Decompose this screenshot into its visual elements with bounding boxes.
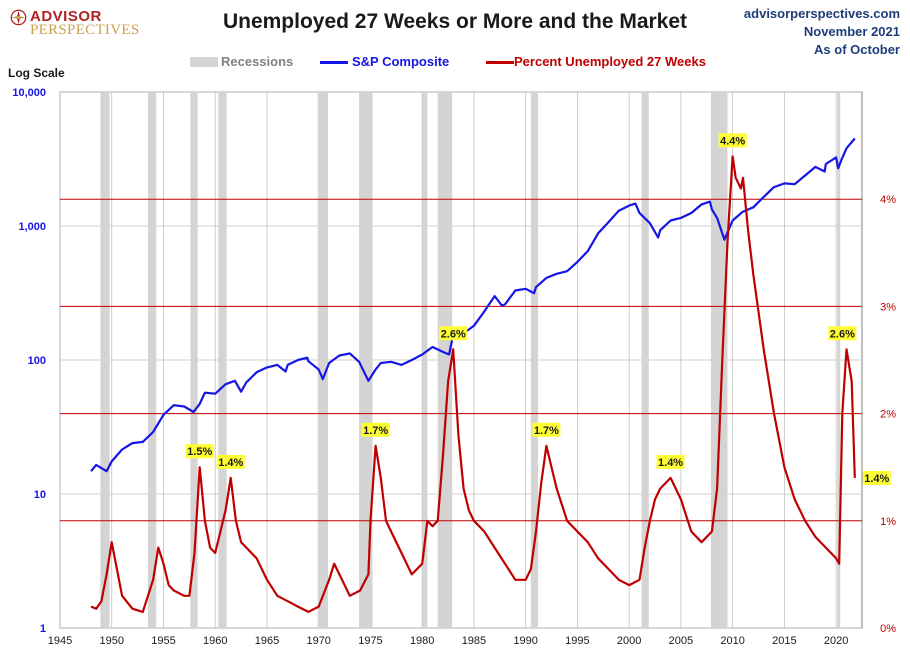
recession-band [100,92,110,628]
compass-logo-icon [10,9,27,26]
annotation-callout-bg [439,326,468,341]
annotation-callout-label: 2.6% [830,328,855,340]
as-of-label: As of October [814,42,900,57]
annotation-callout-label: 1.7% [363,425,388,437]
x-tick-label: 1945 [48,635,72,647]
legend-recessions-swatch [190,57,218,67]
annotation-callout-label: 1.7% [534,425,559,437]
recession-band [422,92,428,628]
annotation-callout-label: 1.4% [658,457,683,469]
series-sp-composite-line [90,137,856,473]
x-tick-label: 2020 [824,635,848,647]
left-tick-label: 100 [28,355,46,367]
legend-sp-swatch [320,61,348,64]
annotation-callout-bg [532,422,561,437]
logo-wordmark-bottom: PERSPECTIVES [30,22,140,38]
annotation-callout-label: 2.6% [441,328,466,340]
source-site: advisorperspectives.com [743,6,900,21]
annotation-callout-bg [185,444,214,459]
x-tick-label: 1990 [513,635,537,647]
x-tick-label: 2005 [669,635,693,647]
x-tick-label: 1970 [306,635,330,647]
legend-unemp-swatch [486,61,514,64]
right-tick-label: 1% [880,516,896,528]
x-tick-label: 2015 [772,635,796,647]
right-tick-label: 3% [880,301,896,313]
annotation-callout-bg [718,133,747,148]
right-tick-label: 0% [880,623,896,635]
left-tick-label: 10 [34,489,46,501]
x-tick-label: 1980 [410,635,434,647]
series-unemployed-27wk-line [90,155,856,614]
annotation-callout-bg [216,454,245,469]
annotation-callout-label: 1.5% [187,446,212,458]
x-tick-label: 1965 [255,635,279,647]
x-tick-label: 2000 [617,635,641,647]
recession-band [530,92,539,628]
legend-unemp-label: Percent Unemployed 27 Weeks [514,54,706,69]
recession-band [437,92,453,628]
chart-title: Unemployed 27 Weeks or More and the Mark… [222,10,688,33]
recession-band [147,92,157,628]
x-tick-label: 1955 [151,635,175,647]
recession-band [359,92,373,628]
annotation-callout-label: 1.4% [218,457,243,469]
annotation-callout-bg [361,422,390,437]
recession-band [218,92,227,628]
annotation-callout-bg [862,470,891,485]
logo-wordmark-top: ADVISOR [30,8,102,25]
right-tick-label: 2% [880,409,896,421]
recession-band [190,92,198,628]
recession-band [641,92,649,628]
left-tick-label: 1 [40,623,46,635]
annotation-callout-label: 4.4% [720,135,745,147]
x-tick-label: 1950 [99,635,123,647]
annotation-callout-bg [656,454,685,469]
x-tick-label: 1985 [462,635,486,647]
right-tick-label: 4% [880,194,896,206]
legend-recessions-label: Recessions [221,54,294,69]
recession-band [710,92,728,628]
x-tick-label: 1975 [358,635,382,647]
recession-band [317,92,329,628]
left-tick-label: 10,000 [12,87,46,99]
legend-sp-label: S&P Composite [352,54,450,69]
x-tick-label: 1995 [565,635,589,647]
annotation-callout-bg [828,326,857,341]
recession-band [837,92,841,628]
source-date: November 2021 [803,24,900,39]
left-tick-label: 1,000 [18,221,46,233]
annotation-callout-label: 1.4% [864,473,889,485]
x-tick-label: 1960 [203,635,227,647]
x-tick-label: 2010 [720,635,744,647]
log-scale-label: Log Scale [8,66,65,80]
